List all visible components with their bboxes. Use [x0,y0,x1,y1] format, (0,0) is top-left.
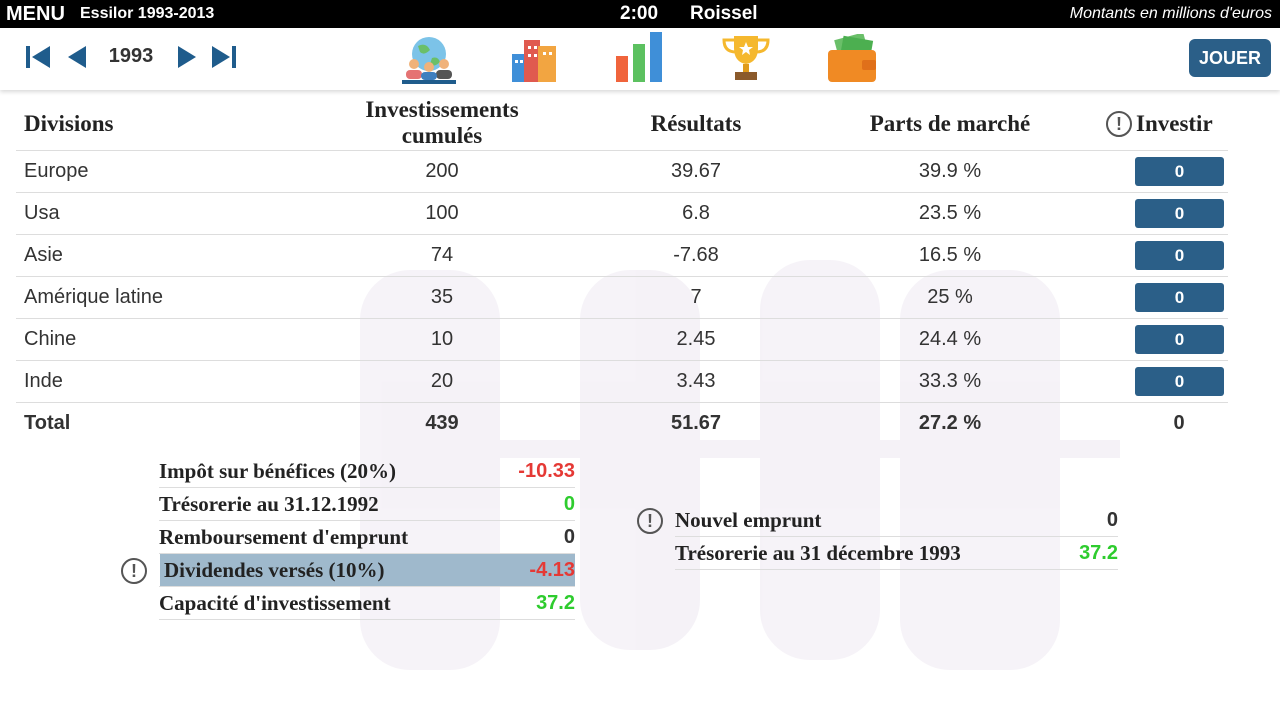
summary-separator [159,619,575,620]
market-share: 23.5 % [918,202,982,224]
division-name: Asie [24,244,63,266]
next-year-button[interactable] [176,44,198,70]
first-year-button[interactable] [26,44,52,70]
top-bar: MENU Essilor 1993-2013 2:00 Roissel Mont… [0,0,1280,28]
row-separator [16,360,1228,361]
row-separator [16,150,1228,151]
last-year-button[interactable] [210,44,236,70]
total-value: 51.67 [670,412,722,434]
summary-separator [159,553,575,554]
nav-bar: 1993 JOUER [0,28,1280,90]
player-name: Roissel [690,3,758,24]
row-separator [16,402,1228,403]
investments-header: Investissements cumulés [365,97,519,148]
market-share: 16.5 % [918,244,982,266]
summary-label: Nouvel emprunt [675,508,822,532]
summary-value: 0 [563,526,575,548]
results-header: Résultats [650,111,742,136]
chart-tab[interactable] [614,32,664,82]
background-illustration [360,260,1120,670]
cumulative-investment: 10 [430,328,454,350]
division-name: Amérique latine [24,286,163,308]
timer: 2:00 [620,3,659,24]
summary-value: -10.33 [518,460,575,482]
summary-label: Capacité d'investissement [159,591,391,615]
summary-separator [159,487,575,488]
invest-header: Investir [1136,111,1213,136]
invest-input[interactable]: 0 [1135,157,1224,186]
info-icon[interactable]: ! [1106,111,1132,137]
summary-value: 0 [1106,509,1118,531]
invest-input[interactable]: 0 [1135,325,1224,354]
result: 3.43 [676,370,716,392]
summary-value: 37.2 [1079,542,1118,564]
cumulative-investment: 74 [430,244,454,266]
year-label: 1993 [108,45,154,67]
cumulative-investment: 20 [430,370,454,392]
summary-value: 37.2 [536,592,575,614]
total-value: 27.2 % [918,412,982,434]
result: 7 [690,286,702,308]
summary-label: Dividendes versés (10%) [164,558,385,582]
total-value: 0 [1173,412,1185,434]
market-share-header: Parts de marché [869,111,1031,136]
cumulative-investment: 200 [425,160,459,182]
summary-separator [675,536,1118,537]
market-share: 24.4 % [918,328,982,350]
summary-label: Trésorerie au 31 décembre 1993 [675,541,961,565]
division-header: Divisions [24,111,114,136]
cumulative-investment: 35 [430,286,454,308]
finance-tab[interactable] [826,34,878,82]
row-separator [16,234,1228,235]
summary-value: -4.13 [529,559,575,581]
summary-value: 0 [563,493,575,515]
division-name: Europe [24,160,89,182]
summary-separator [675,569,1118,570]
trophy-tab[interactable] [720,32,772,82]
info-icon[interactable]: ! [121,558,147,584]
divisions-tab[interactable] [402,34,456,84]
division-name: Chine [24,328,77,350]
invest-input[interactable]: 0 [1135,199,1224,228]
row-separator [16,276,1228,277]
summary-separator [159,520,575,521]
units-note: Montants en millions d'euros [1069,5,1272,22]
invest-input[interactable]: 0 [1135,367,1224,396]
result: 6.8 [682,202,710,224]
division-name: Inde [24,370,63,392]
market-share: 39.9 % [918,160,982,182]
result: -7.68 [673,244,719,266]
invest-input[interactable]: 0 [1135,283,1224,312]
total-value: 439 [425,412,459,434]
result: 2.45 [676,328,716,350]
division-name: Usa [24,202,60,224]
city-tab[interactable] [510,32,560,82]
menu-button[interactable]: MENU [6,3,65,25]
game-title: Essilor 1993-2013 [80,5,215,22]
row-separator [16,318,1228,319]
previous-year-button[interactable] [66,44,88,70]
play-button[interactable]: JOUER [1189,39,1271,77]
cumulative-investment: 100 [425,202,459,224]
summary-label: Trésorerie au 31.12.1992 [159,492,379,516]
row-separator [16,192,1228,193]
result: 39.67 [670,160,722,182]
info-icon[interactable]: ! [637,508,663,534]
summary-label: Impôt sur bénéfices (20%) [159,459,397,483]
total-label: Total [24,412,71,434]
market-share: 25 % [927,286,973,308]
highlight [160,554,575,586]
invest-input[interactable]: 0 [1135,241,1224,270]
summary-separator [159,586,575,587]
market-share: 33.3 % [918,370,982,392]
summary-label: Remboursement d'emprunt [159,525,409,549]
